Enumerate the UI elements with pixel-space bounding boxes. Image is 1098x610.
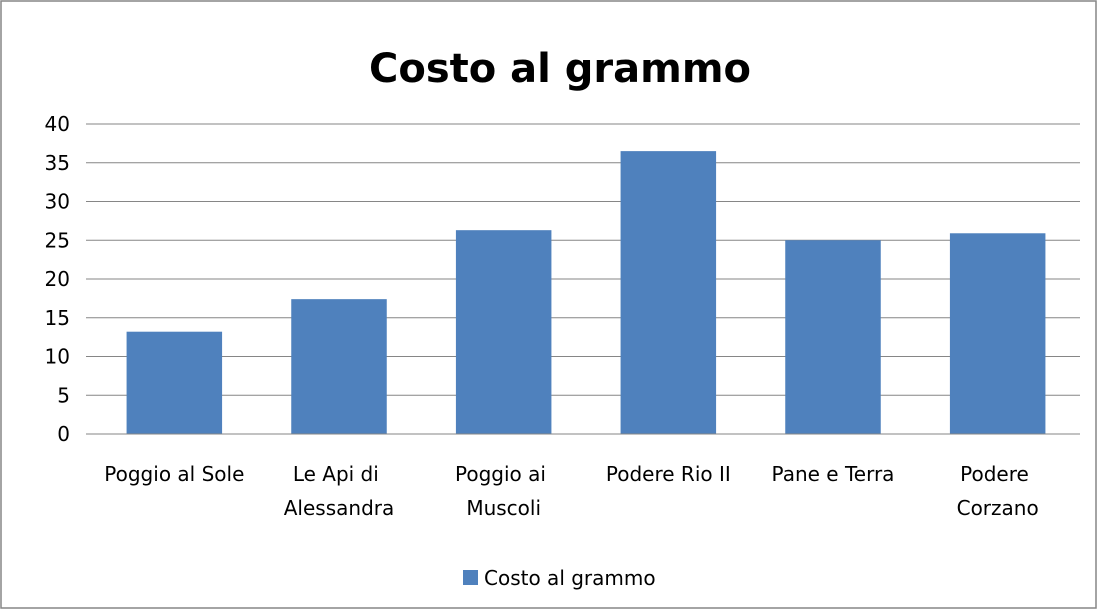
bar: [455, 230, 552, 434]
legend-swatch: [463, 570, 478, 585]
y-tick-label: 35: [45, 151, 70, 175]
x-tick-label: Poggio al Sole: [104, 462, 244, 486]
y-tick-label: 40: [45, 112, 70, 136]
bar: [949, 233, 1046, 434]
x-tick-label: Le Api di Alessandra: [284, 462, 395, 520]
y-tick-label: 15: [45, 306, 70, 330]
x-tick-label: Podere Rio II: [606, 462, 731, 486]
y-tick-label: 5: [57, 383, 70, 407]
y-tick-label: 20: [45, 267, 70, 291]
chart-title: Costo al grammo: [369, 46, 751, 92]
x-tick-label: Poggio ai Muscoli: [455, 462, 552, 520]
y-tick-label: 25: [45, 228, 70, 252]
legend-label: Costo al grammo: [484, 566, 656, 590]
x-tick-label: Pane e Terra: [772, 462, 895, 486]
bar: [291, 299, 387, 434]
bar: [126, 331, 223, 434]
x-tick-label: Podere Corzano: [957, 462, 1039, 520]
bar: [620, 151, 717, 434]
y-tick-label: 10: [45, 345, 70, 369]
y-tick-label: 0: [57, 422, 70, 446]
bar: [785, 240, 881, 434]
y-tick-label: 30: [45, 190, 70, 214]
